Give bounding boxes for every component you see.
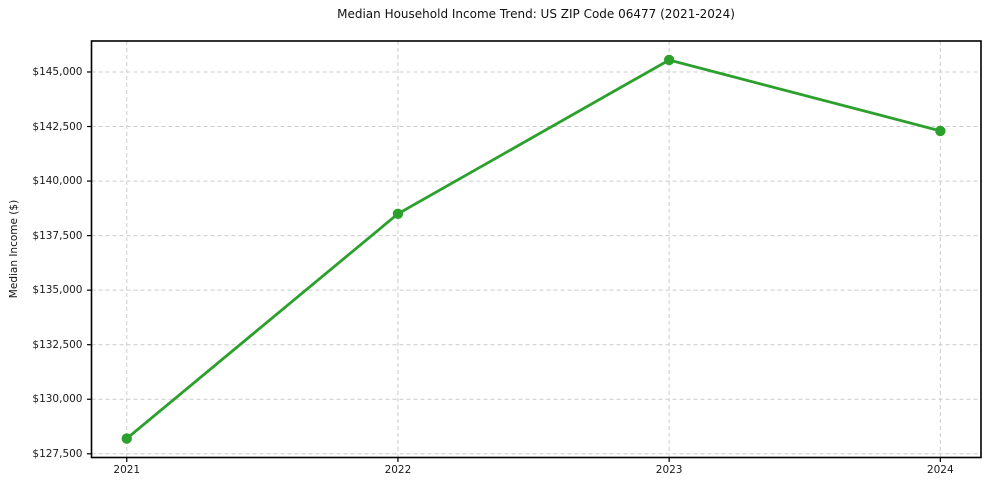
- x-tick-label: 2022: [384, 464, 412, 476]
- y-tick-label: $137,500: [32, 229, 83, 242]
- y-tick-label: $135,000: [32, 284, 83, 297]
- x-tick-label: 2024: [926, 464, 954, 476]
- y-tick-label: $140,000: [32, 175, 83, 188]
- y-tick-label: $132,500: [32, 338, 83, 351]
- x-tick-label: 2023: [655, 464, 683, 476]
- y-tick-label: $142,500: [32, 120, 83, 133]
- data-point-marker: [392, 208, 404, 219]
- chart-title: Median Household Income Trend: US ZIP Co…: [337, 7, 735, 21]
- data-point-marker: [663, 54, 675, 66]
- y-tick-label: $145,000: [32, 65, 83, 78]
- income-trend-line: [125, 58, 941, 440]
- y-tick-label: $127,500: [32, 447, 83, 460]
- data-point-marker: [121, 433, 132, 444]
- plot-frame: [90, 40, 982, 459]
- y-tick-label: $130,000: [32, 393, 83, 406]
- x-tick-label: 2021: [113, 464, 141, 476]
- data-point-marker: [935, 125, 946, 137]
